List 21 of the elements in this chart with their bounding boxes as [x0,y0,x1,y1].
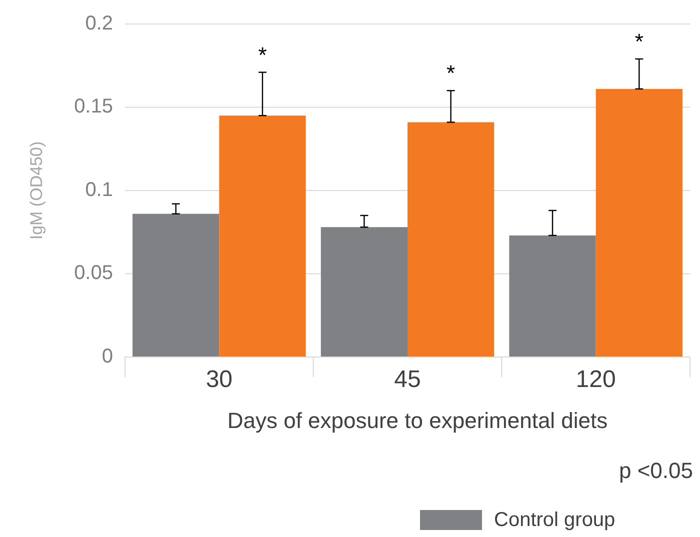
x-tick-label: 30 [206,366,233,393]
annotation: * [634,28,644,54]
bar [408,122,494,357]
y-tick-label: 0 [102,345,113,368]
annotation: * [258,42,268,68]
bar [596,88,682,357]
bar [509,235,596,357]
y-tick-label: 0.2 [85,12,113,34]
y-tick-label: 0.05 [74,262,113,284]
y-tick-label: 0.1 [85,178,113,201]
x-tick-label: 45 [394,366,421,393]
y-tick-label: 0.15 [74,96,113,118]
x-axis-title: Days of exposure to experimental diets [227,408,608,433]
annotation: * [446,60,456,86]
bar [132,214,220,357]
bar [219,116,306,357]
bar [320,227,408,357]
text: p <0.05 [618,458,693,483]
y-axis-title: IgM (OD450) [27,141,46,240]
legend-label: Control group [494,509,616,531]
x-tick-label: 120 [576,366,616,393]
